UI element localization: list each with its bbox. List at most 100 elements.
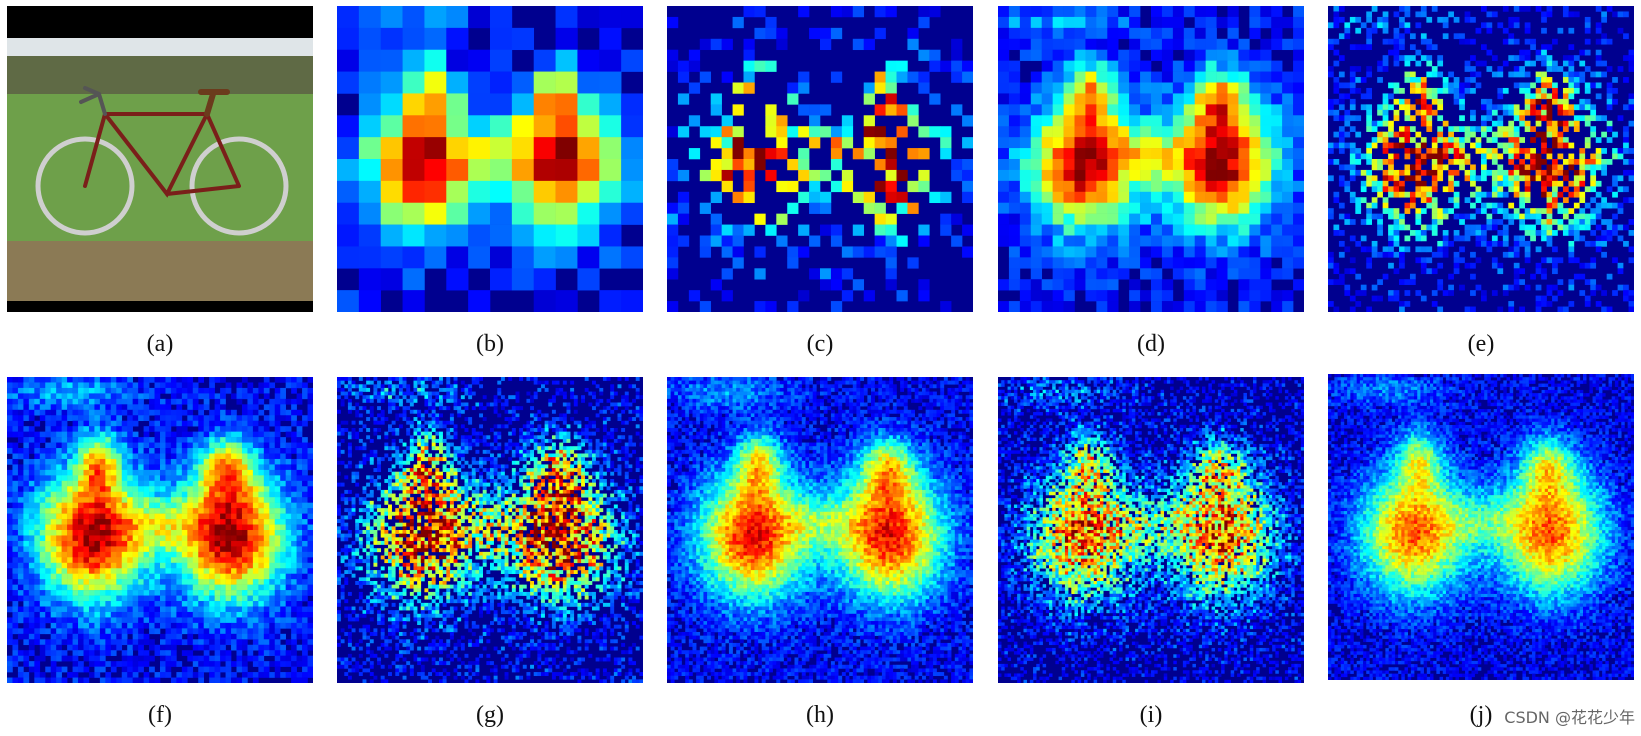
heatmap-cell bbox=[1431, 202, 1438, 209]
heatmap-cell bbox=[88, 519, 95, 525]
heatmap-cell bbox=[1486, 202, 1493, 209]
heatmap-cell bbox=[83, 535, 90, 542]
heatmap-cell bbox=[45, 513, 52, 520]
heatmap-cell bbox=[17, 377, 24, 383]
heatmap-cell bbox=[1161, 301, 1174, 312]
heatmap-cell bbox=[1519, 213, 1526, 220]
heatmap-cell bbox=[998, 137, 1010, 149]
heatmap-cell bbox=[7, 497, 13, 503]
heatmap-cell bbox=[1530, 137, 1536, 143]
heatmap-cell bbox=[599, 49, 622, 72]
heatmap-cell bbox=[121, 611, 128, 618]
heatmap-cell bbox=[1584, 115, 1591, 122]
heatmap-cell bbox=[291, 409, 297, 416]
heatmap-cell bbox=[1008, 27, 1021, 40]
heatmap-cell bbox=[143, 546, 150, 553]
heatmap-cell bbox=[1085, 6, 1097, 18]
heatmap-cell bbox=[1344, 131, 1351, 138]
heatmap-cell bbox=[874, 104, 886, 116]
heatmap-cell bbox=[170, 458, 177, 465]
heatmap-cell bbox=[88, 513, 95, 520]
heatmap-cell bbox=[1260, 191, 1272, 204]
heatmap-cell bbox=[247, 557, 254, 564]
heatmap-cell bbox=[138, 617, 144, 624]
heatmap-cell bbox=[1612, 180, 1618, 187]
heatmap-cell bbox=[1129, 27, 1141, 40]
heatmap-cell bbox=[94, 431, 101, 438]
heatmap-cell bbox=[17, 519, 24, 525]
heatmap-cell bbox=[56, 415, 62, 422]
heatmap-cell bbox=[1541, 104, 1547, 111]
heatmap-cell bbox=[138, 579, 144, 585]
heatmap-cell bbox=[132, 617, 139, 624]
heatmap-cell bbox=[1382, 208, 1389, 214]
heatmap-cell bbox=[88, 584, 95, 591]
heatmap-cell bbox=[1552, 126, 1558, 132]
heatmap-cell bbox=[765, 169, 777, 182]
heatmap-cell bbox=[1546, 44, 1553, 51]
heatmap-cell bbox=[83, 519, 90, 525]
heatmap-cell bbox=[677, 93, 690, 105]
heatmap-cell bbox=[1282, 224, 1294, 236]
heatmap-cell bbox=[99, 502, 106, 509]
heatmap-cell bbox=[149, 579, 155, 585]
heatmap-cell bbox=[1595, 6, 1602, 12]
heatmap-cell bbox=[170, 557, 177, 564]
heatmap-cell bbox=[1612, 257, 1618, 264]
heatmap-cell bbox=[1096, 159, 1108, 171]
heatmap-cell bbox=[61, 573, 68, 580]
heatmap-cell bbox=[302, 420, 308, 427]
heatmap-cell bbox=[198, 437, 205, 443]
heatmap-cell bbox=[337, 49, 360, 72]
heatmap-cell bbox=[50, 448, 57, 454]
heatmap-cell bbox=[1205, 301, 1217, 312]
heatmap-cell bbox=[1052, 224, 1064, 236]
heatmap-cell bbox=[1573, 77, 1580, 83]
heatmap-cell bbox=[1535, 301, 1542, 307]
heatmap-cell bbox=[1030, 180, 1043, 193]
heatmap-cell bbox=[358, 93, 382, 116]
heatmap-cell bbox=[1172, 191, 1185, 204]
heatmap-cell bbox=[99, 453, 106, 460]
heatmap-cell bbox=[110, 437, 117, 443]
heatmap-cell bbox=[56, 611, 62, 618]
heatmap-cell bbox=[132, 453, 139, 460]
heatmap-cell bbox=[1161, 16, 1174, 29]
heatmap-cell bbox=[23, 584, 30, 591]
heatmap-cell bbox=[1535, 219, 1542, 225]
heatmap-cell bbox=[78, 382, 84, 389]
heatmap-cell bbox=[181, 382, 188, 389]
heatmap-cell bbox=[1475, 142, 1482, 149]
heatmap-cell bbox=[241, 513, 248, 520]
heatmap-cell bbox=[743, 38, 755, 51]
heatmap-cell bbox=[1107, 279, 1119, 291]
heatmap-cell bbox=[116, 475, 123, 482]
heatmap-cell bbox=[61, 480, 68, 487]
heatmap-cell bbox=[1041, 104, 1053, 116]
heatmap-cell bbox=[67, 513, 73, 520]
heatmap-cell bbox=[1426, 169, 1433, 176]
heatmap-cell bbox=[1530, 208, 1536, 214]
heatmap-cell bbox=[1519, 137, 1526, 143]
heatmap-cell bbox=[1355, 159, 1362, 165]
heatmap-cell bbox=[1524, 27, 1531, 34]
heatmap-cell bbox=[1497, 306, 1504, 312]
heatmap-cell bbox=[1595, 153, 1602, 160]
heatmap-cell bbox=[1194, 301, 1206, 312]
heatmap-cell bbox=[247, 475, 254, 482]
heatmap-cell bbox=[209, 611, 215, 618]
heatmap-cell bbox=[241, 502, 248, 509]
heatmap-cell bbox=[105, 540, 112, 547]
heatmap-cell bbox=[247, 469, 254, 476]
heatmap-cell bbox=[269, 453, 276, 460]
heatmap-cell bbox=[17, 562, 24, 569]
heatmap-cell bbox=[291, 606, 297, 613]
heatmap-cell bbox=[110, 530, 117, 536]
heatmap-cell bbox=[1227, 213, 1239, 225]
heatmap-cell bbox=[1194, 279, 1206, 291]
heatmap-cell bbox=[127, 437, 133, 443]
heatmap-cell bbox=[105, 535, 112, 542]
heatmap-cell bbox=[1096, 213, 1108, 225]
heatmap-cell bbox=[143, 551, 150, 558]
heatmap-cell bbox=[198, 377, 205, 383]
